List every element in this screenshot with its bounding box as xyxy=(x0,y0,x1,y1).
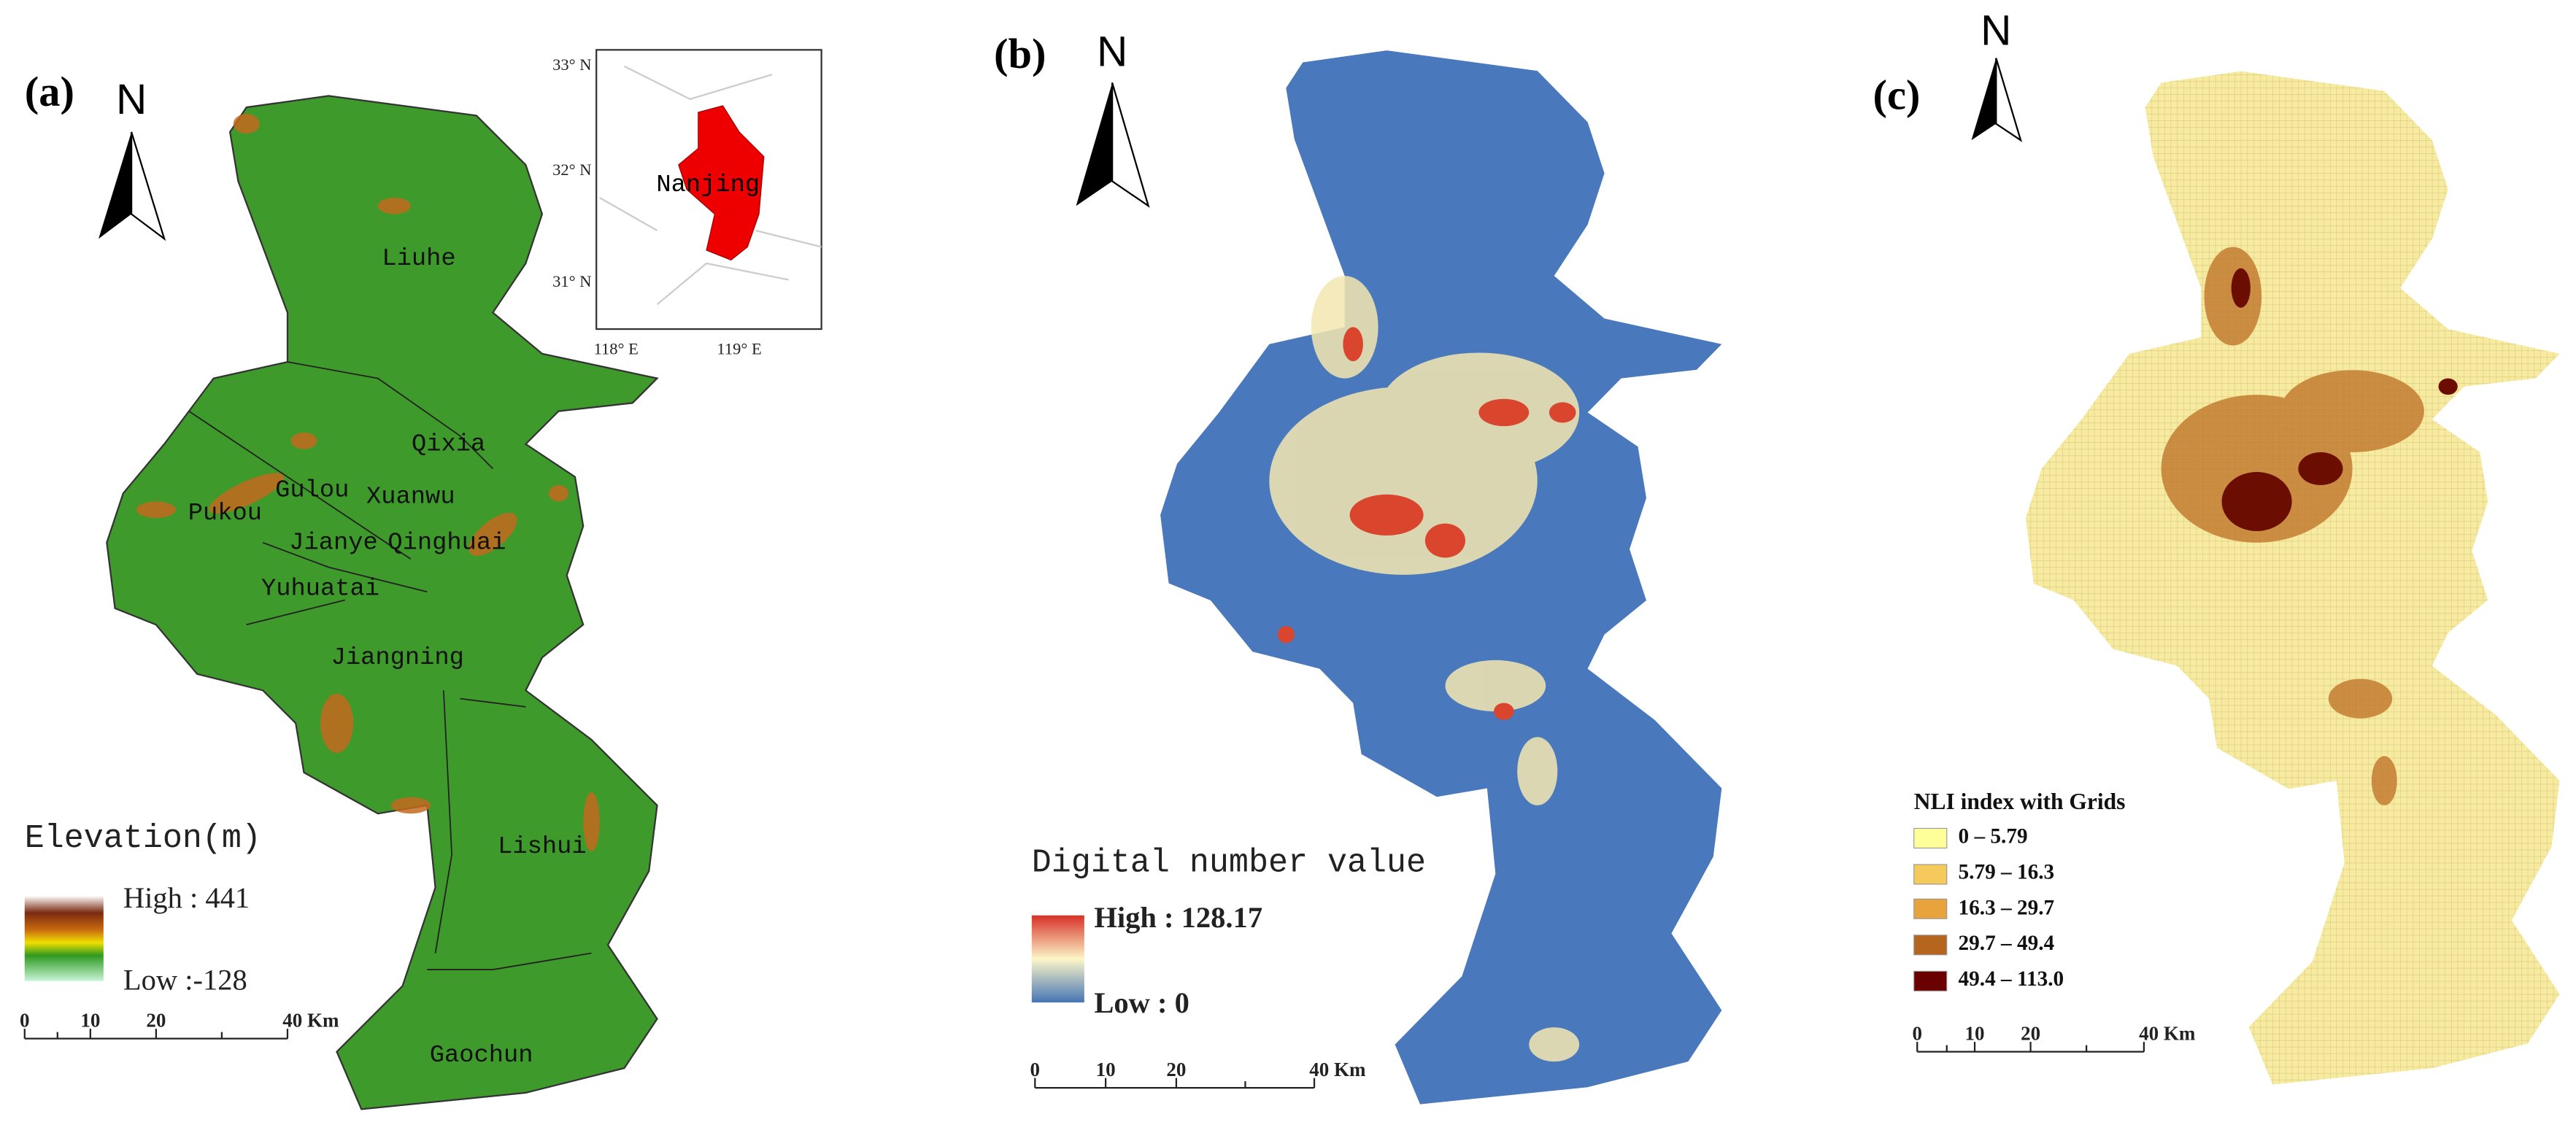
latitude-label: 31° N xyxy=(552,272,591,290)
legend-class: 0 – 5.79 xyxy=(1959,825,2028,848)
scale-label: 40 Km xyxy=(1309,1059,1366,1080)
north-label: N xyxy=(1981,7,2011,54)
scale-label: 10 xyxy=(1965,1022,1985,1044)
legend-title: Elevation(m) xyxy=(25,820,261,857)
inset-map xyxy=(595,49,822,330)
north-label: N xyxy=(116,76,147,123)
nli-legend-swatches xyxy=(1913,827,1948,991)
elevation-ramp xyxy=(24,895,104,981)
legend-low: Low :-128 xyxy=(123,963,247,996)
scale-bar xyxy=(23,1029,2145,1089)
legend-low: Low : 0 xyxy=(1094,986,1189,1019)
district-label: Gulou xyxy=(275,477,349,505)
legend-title: Digital number value xyxy=(1032,845,1426,882)
district-label: Lishui xyxy=(498,833,587,861)
scale-label: 40 Km xyxy=(282,1009,339,1031)
district-label: Liuhe xyxy=(382,245,455,273)
city-label: Nanjing xyxy=(656,171,760,199)
legend-high: High : 441 xyxy=(123,881,250,914)
scale-label: 40 Km xyxy=(2139,1022,2196,1044)
legend-class: 16.3 – 29.7 xyxy=(1959,896,2055,919)
legend-class: 29.7 – 49.4 xyxy=(1959,932,2055,955)
district-label: Gaochun xyxy=(430,1042,533,1070)
legend-class: 5.79 – 16.3 xyxy=(1959,861,2055,884)
district-label: Qinghuai xyxy=(387,530,506,557)
north-label: N xyxy=(1097,28,1127,76)
legend-class: 49.4 – 113.0 xyxy=(1959,967,2064,991)
latitude-label: 33° N xyxy=(552,55,591,74)
panel-label: (b) xyxy=(994,30,1046,77)
elevation-map xyxy=(106,95,658,1110)
longitude-label: 119° E xyxy=(717,340,761,358)
district-label: Jianye xyxy=(289,530,378,557)
scale-label: 10 xyxy=(80,1009,100,1031)
district-label: Yuhuatai xyxy=(261,576,379,603)
district-label: Xuanwu xyxy=(366,484,455,511)
district-label: Pukou xyxy=(188,500,262,527)
scale-label: 20 xyxy=(146,1009,166,1031)
scale-label: 0 xyxy=(1030,1059,1041,1080)
panel-label: (c) xyxy=(1873,71,1920,118)
scale-label: 20 xyxy=(1166,1059,1186,1080)
night-light-map xyxy=(1160,50,1722,1105)
scale-label: 0 xyxy=(20,1009,30,1031)
scale-label: 0 xyxy=(1912,1022,1922,1044)
dn-ramp xyxy=(1031,915,1084,1003)
district-label: Qixia xyxy=(412,431,485,459)
longitude-label: 118° E xyxy=(594,340,639,358)
legend-high: High : 128.17 xyxy=(1094,901,1262,934)
panel-label: (a) xyxy=(25,68,74,115)
scale-label: 10 xyxy=(1096,1059,1116,1080)
district-label: Jiangning xyxy=(331,644,464,672)
scale-label: 20 xyxy=(2021,1022,2040,1044)
latitude-label: 32° N xyxy=(552,160,591,179)
nli-grid-map xyxy=(2025,71,2560,1085)
legend-title: NLI index with Grids xyxy=(1914,789,2126,814)
